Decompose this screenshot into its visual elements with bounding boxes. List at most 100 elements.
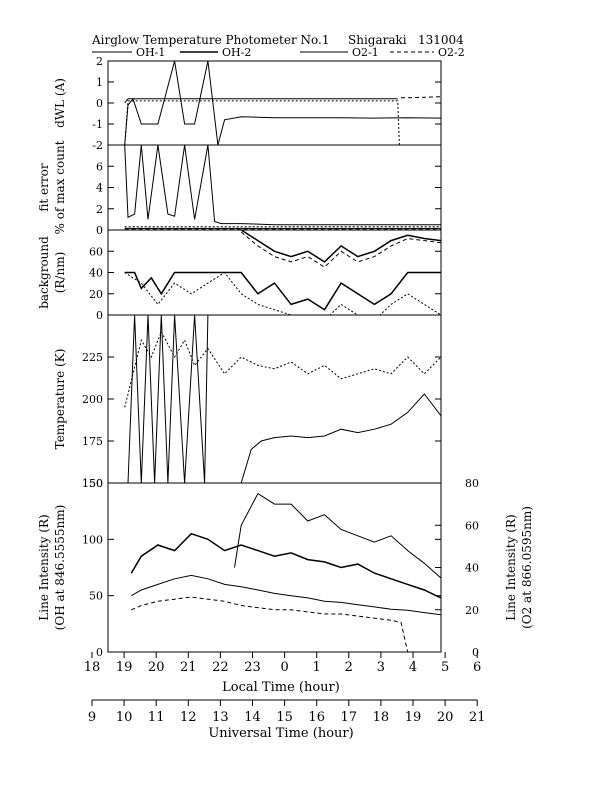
ytick-label-temperature: 200 xyxy=(82,393,103,406)
ytick-label-dwl: 0 xyxy=(96,97,103,110)
legend-label-oh1: OH-1 xyxy=(136,46,165,59)
universal-time-tick-label: 13 xyxy=(212,710,229,725)
universal-time-tick-label: 12 xyxy=(180,710,197,725)
ytick-label-background: 0 xyxy=(96,309,103,322)
universal-time-tick-label: 16 xyxy=(308,710,325,725)
universal-time-axis: 9 10 11 12 13 14 15 16 17 18 19 20 21 xyxy=(88,699,486,725)
series-group-intensity xyxy=(130,492,441,652)
series-line-temperature-oh-1 xyxy=(240,393,441,483)
local-time-tick-label: 1 xyxy=(313,660,321,675)
ytick-label-intensity: 0 xyxy=(96,646,103,659)
series-line-intensity-oh-2 xyxy=(131,574,441,616)
series-line-temperature-oh-2 xyxy=(124,330,441,408)
legend-label-o21: O2-1 xyxy=(352,46,379,59)
local-time-tick-label: 21 xyxy=(180,660,197,675)
panel-frame-intensity xyxy=(107,482,442,653)
panel-temperature: 150 175 200 225 Temperature (K) xyxy=(53,314,442,490)
series-line-intensity-oh-1 xyxy=(130,532,441,599)
y2tick-label-intensity: 80 xyxy=(465,477,479,490)
series-line-background-o2-2 xyxy=(240,231,441,268)
series-line-background-oh-1 xyxy=(124,271,441,311)
series-line-temperature-o2-1 xyxy=(127,315,209,483)
ylabel2-fit: % of max count xyxy=(53,140,67,234)
figure-title: Airglow Temperature Photometer No.1 xyxy=(91,33,330,47)
panel-dwl: -2 -1 0 1 2 dWL (A) xyxy=(53,55,442,152)
series-group-background xyxy=(124,230,441,315)
local-time-tick-label: 2 xyxy=(345,660,353,675)
ytick-label-dwl: 1 xyxy=(96,76,103,89)
universal-time-tick-label: 10 xyxy=(116,710,133,725)
ytick-label-dwl: -1 xyxy=(92,118,103,131)
universal-time-tick-label: 11 xyxy=(148,710,165,725)
universal-time-label: Universal Time (hour) xyxy=(208,726,353,741)
observation-date: 131004 xyxy=(418,33,464,47)
ylabel-dwl: dWL (A) xyxy=(53,78,67,128)
ytick-label-fit: 6 xyxy=(96,160,103,173)
series-group-temperature xyxy=(124,315,441,483)
legend: OH-1 OH-2 O2-1 O2-2 xyxy=(92,46,465,59)
series-line-background-oh-2 xyxy=(124,271,441,315)
series-group-dwl xyxy=(124,61,441,145)
ylabel-background: background xyxy=(37,236,51,309)
y2tick-label-intensity: 20 xyxy=(465,604,479,617)
panel-background: 0 20 40 60 background (R/nm) xyxy=(37,229,442,322)
ytick-label-temperature: 150 xyxy=(82,477,103,490)
series-line-background-o2-1 xyxy=(240,230,441,263)
y2tick-label-intensity: 40 xyxy=(465,562,479,575)
local-time-tick-label: 4 xyxy=(409,660,417,675)
ytick-label-intensity: 50 xyxy=(89,590,103,603)
panels: -2 -1 0 1 2 dWL (A) 0 2 4 6 fit error% of max coun… xyxy=(37,55,534,659)
ytick-label-intensity: 100 xyxy=(82,533,103,546)
ytick-label-fit: 0 xyxy=(96,224,103,237)
local-time-tick-label: 0 xyxy=(280,660,288,675)
local-time-label: Local Time (hour) xyxy=(222,680,340,695)
local-time-tick-label: 19 xyxy=(116,660,133,675)
series-line-dwl-o2-1 xyxy=(124,98,398,104)
ytick-label-intensity: 150 xyxy=(82,477,103,490)
series-line-dwl-oh-2 xyxy=(124,100,441,145)
ytick-label-temperature: 225 xyxy=(82,351,103,364)
universal-time-tick-label: 14 xyxy=(244,710,261,725)
station-name: Shigaraki xyxy=(348,33,407,47)
series-line-intensity-o2-1 xyxy=(234,492,441,579)
local-time-tick-label: 5 xyxy=(441,660,449,675)
local-time-tick-label: 20 xyxy=(148,660,165,675)
ytick-label-background: 60 xyxy=(89,245,103,258)
series-line-fit-oh-1 xyxy=(124,145,441,226)
universal-time-tick-label: 19 xyxy=(405,710,422,725)
legend-label-o22: O2-2 xyxy=(438,46,465,59)
series-line-dwl-o2-2 xyxy=(401,96,441,99)
local-time-tick-label: 18 xyxy=(84,660,101,675)
ylabel2-intensity: (OH at 846.5555nm) xyxy=(53,505,67,631)
series-group-fit xyxy=(124,145,441,230)
ytick-label-fit: 2 xyxy=(96,203,103,216)
ylabel-intensity: Line Intensity (R) xyxy=(37,514,51,620)
local-time-tick-label: 23 xyxy=(244,660,261,675)
universal-time-tick-label: 9 xyxy=(88,710,96,725)
local-time-tick-label: 3 xyxy=(377,660,385,675)
ytick-label-temperature: 175 xyxy=(82,435,103,448)
panel-frame-fit xyxy=(107,144,442,231)
ytick-label-dwl: -2 xyxy=(92,139,103,152)
universal-time-tick-label: 20 xyxy=(437,710,454,725)
ylabel-fit: fit error xyxy=(37,163,51,211)
legend-label-oh2: OH-2 xyxy=(222,46,251,59)
panel-frame-dwl xyxy=(107,60,442,146)
ytick-label-background: 20 xyxy=(89,288,103,301)
ytick-label-fit: 4 xyxy=(96,182,103,195)
local-time-axis: 18 19 20 21 22 23 0 1 2 3 4 5 6 xyxy=(84,652,481,675)
panel-frame-background xyxy=(107,229,442,316)
y2tick-label-intensity: 0 xyxy=(472,646,479,659)
panel-fit: 0 2 4 6 fit error% of max count xyxy=(37,140,442,237)
y2label-intensity: Line Intensity (R) xyxy=(504,514,518,620)
ytick-label-dwl: 2 xyxy=(96,55,103,68)
local-time-tick-label: 22 xyxy=(212,660,229,675)
series-line-fit-oh-2 xyxy=(124,226,441,228)
series-line-intensity-o2-2 xyxy=(131,596,409,652)
y2tick-label-intensity: 60 xyxy=(465,519,479,532)
local-time-tick-label: 6 xyxy=(473,660,481,675)
ylabel2-background: (R/nm) xyxy=(53,252,67,294)
universal-time-tick-label: 21 xyxy=(469,710,486,725)
